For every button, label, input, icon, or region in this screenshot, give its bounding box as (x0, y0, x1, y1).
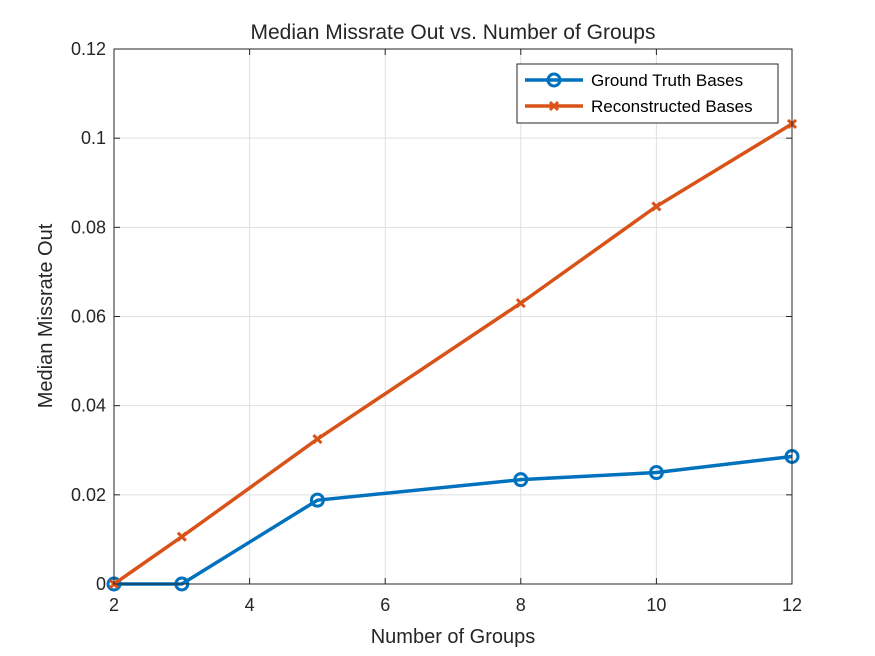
x-axis-label: Number of Groups (371, 626, 536, 648)
series-line-reconstructed-bases (112, 122, 793, 586)
data-point-ground-truth-bases (513, 472, 529, 488)
data-point-reconstructed-bases-stroke-b (651, 201, 662, 212)
y-tick-label: 0.08 (71, 217, 106, 237)
y-tick-label: 0.04 (71, 396, 106, 416)
data-point-reconstructed-bases-stroke-b (176, 531, 187, 542)
y-tick-label: 0 (96, 574, 106, 594)
y-axis-label: Median Missrate Out (35, 223, 57, 408)
data-point-reconstructed-bases (515, 298, 526, 309)
legend-swatch-marker (546, 72, 562, 88)
grid (113, 48, 793, 585)
chart-title: Median Missrate Out vs. Number of Groups (251, 21, 656, 44)
axis-ticks (113, 48, 793, 585)
y-tick-label: 0.12 (71, 39, 106, 59)
x-tick-label: 6 (380, 595, 390, 615)
data-point-reconstructed-bases (176, 531, 187, 542)
x-tick-label: 4 (245, 595, 255, 615)
x-tick-label: 8 (516, 595, 526, 615)
legend-swatch-marker (548, 100, 560, 112)
tick-labels: 2 4 6 8 10 12 0 0.02 0.04 0.06 0.08 0.1 0.12 (71, 39, 802, 615)
legend-label: Reconstructed Bases (591, 97, 753, 116)
legend-entry-ground-truth-bases: Ground Truth Bases (525, 71, 743, 90)
series-reconstructed-bases (108, 118, 798, 590)
x-tick-label: 2 (109, 595, 119, 615)
legend: Ground Truth Bases Reconstructed Bases (516, 63, 779, 124)
data-point-ground-truth-bases (309, 492, 325, 508)
data-point-reconstructed-bases (651, 201, 662, 212)
x-tick-label: 10 (646, 595, 666, 615)
legend-swatch-marker-stroke-b (548, 100, 560, 112)
data-point-reconstructed-bases (312, 434, 323, 445)
data-point-reconstructed-bases-stroke-b (515, 298, 526, 309)
legend-label: Ground Truth Bases (591, 71, 743, 90)
y-tick-label: 0.02 (71, 485, 106, 505)
x-tick-label: 12 (782, 595, 802, 615)
data-point-ground-truth-bases (648, 465, 664, 481)
data-point-reconstructed-bases-stroke-b (312, 434, 323, 445)
y-tick-label: 0.1 (81, 128, 106, 148)
y-tick-label: 0.06 (71, 307, 106, 327)
legend-box (516, 63, 779, 124)
legend-entry-reconstructed-bases: Reconstructed Bases (525, 97, 753, 116)
